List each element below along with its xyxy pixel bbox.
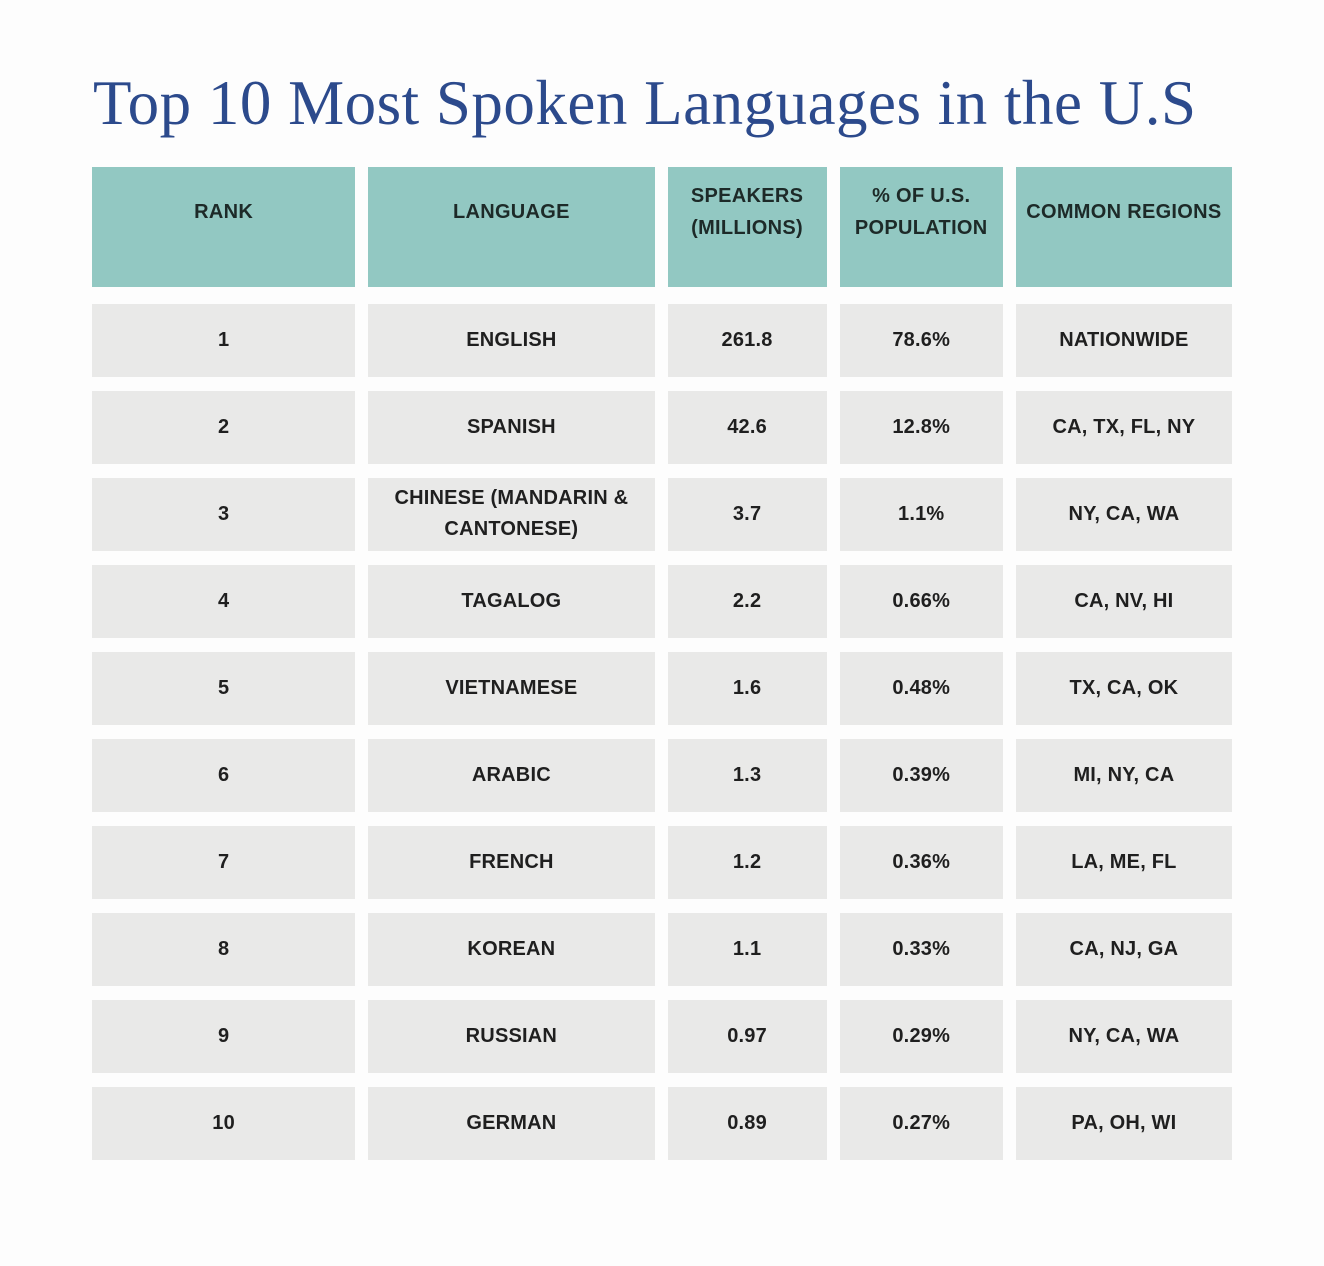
language-cell: TAGALOG — [368, 564, 655, 638]
col-header-language: LANGUAGE — [368, 166, 655, 287]
table-row: 7 FRENCH 1.2 0.36% LA, ME, FL — [92, 825, 1232, 899]
speakers-cell: 0.89 — [667, 1086, 827, 1160]
table-row: 2 SPANISH 42.6 12.8% CA, TX, FL, NY — [92, 390, 1232, 464]
language-cell: ARABIC — [368, 738, 655, 812]
rank-cell: 8 — [92, 912, 356, 986]
col-header-common-regions: COMMON REGIONS — [1015, 166, 1232, 287]
rank-cell: 9 — [92, 999, 356, 1073]
table-row: 4 TAGALOG 2.2 0.66% CA, NV, HI — [92, 564, 1232, 638]
language-cell: VIETNAMESE — [368, 651, 655, 725]
speakers-cell: 42.6 — [667, 390, 827, 464]
table-row: 9 RUSSIAN 0.97 0.29% NY, CA, WA — [92, 999, 1232, 1073]
language-cell: KOREAN — [368, 912, 655, 986]
rank-cell: 1 — [92, 303, 356, 377]
table-row: 3 CHINESE (MANDARIN & CANTONESE) 3.7 1.1… — [92, 477, 1232, 551]
language-cell: GERMAN — [368, 1086, 655, 1160]
percent-cell: 0.29% — [839, 999, 1003, 1073]
rank-cell: 6 — [92, 738, 356, 812]
percent-cell: 0.27% — [839, 1086, 1003, 1160]
regions-cell: MI, NY, CA — [1015, 738, 1232, 812]
regions-cell: TX, CA, OK — [1015, 651, 1232, 725]
table-row: 5 VIETNAMESE 1.6 0.48% TX, CA, OK — [92, 651, 1232, 725]
speakers-cell: 1.2 — [667, 825, 827, 899]
rank-cell: 2 — [92, 390, 356, 464]
percent-cell: 12.8% — [839, 390, 1003, 464]
percent-cell: 0.66% — [839, 564, 1003, 638]
col-header-rank: RANK — [92, 166, 356, 287]
rank-cell: 10 — [92, 1086, 356, 1160]
percent-cell: 0.39% — [839, 738, 1003, 812]
table-row: 6 ARABIC 1.3 0.39% MI, NY, CA — [92, 738, 1232, 812]
infographic: Top 10 Most Spoken Languages in the U.S … — [92, 68, 1232, 1160]
speakers-cell: 1.6 — [667, 651, 827, 725]
language-cell: RUSSIAN — [368, 999, 655, 1073]
percent-cell: 0.48% — [839, 651, 1003, 725]
regions-cell: NY, CA, WA — [1015, 477, 1232, 551]
language-table: RANK LANGUAGE SPEAKERS (MILLIONS) % OF U… — [92, 166, 1232, 1160]
speakers-cell: 1.3 — [667, 738, 827, 812]
language-cell: FRENCH — [368, 825, 655, 899]
speakers-cell: 3.7 — [667, 477, 827, 551]
regions-cell: CA, NJ, GA — [1015, 912, 1232, 986]
speakers-cell: 261.8 — [667, 303, 827, 377]
rank-cell: 4 — [92, 564, 356, 638]
percent-cell: 78.6% — [839, 303, 1003, 377]
table-rows: 1 ENGLISH 261.8 78.6% NATIONWIDE 2 SPANI… — [92, 303, 1232, 1160]
rank-cell: 5 — [92, 651, 356, 725]
regions-cell: LA, ME, FL — [1015, 825, 1232, 899]
speakers-cell: 0.97 — [667, 999, 827, 1073]
regions-cell: NY, CA, WA — [1015, 999, 1232, 1073]
rank-cell: 3 — [92, 477, 356, 551]
col-header-speakers: SPEAKERS (MILLIONS) — [667, 166, 827, 287]
language-cell: CHINESE (MANDARIN & CANTONESE) — [368, 477, 655, 551]
page-title: Top 10 Most Spoken Languages in the U.S — [93, 68, 1197, 138]
speakers-cell: 2.2 — [667, 564, 827, 638]
percent-cell: 0.36% — [839, 825, 1003, 899]
speakers-cell: 1.1 — [667, 912, 827, 986]
percent-cell: 1.1% — [839, 477, 1003, 551]
regions-cell: CA, NV, HI — [1015, 564, 1232, 638]
language-cell: ENGLISH — [368, 303, 655, 377]
table-header-row: RANK LANGUAGE SPEAKERS (MILLIONS) % OF U… — [92, 166, 1232, 287]
table-row: 1 ENGLISH 261.8 78.6% NATIONWIDE — [92, 303, 1232, 377]
language-cell: SPANISH — [368, 390, 655, 464]
table-row: 8 KOREAN 1.1 0.33% CA, NJ, GA — [92, 912, 1232, 986]
table-row: 10 GERMAN 0.89 0.27% PA, OH, WI — [92, 1086, 1232, 1160]
rank-cell: 7 — [92, 825, 356, 899]
percent-cell: 0.33% — [839, 912, 1003, 986]
regions-cell: PA, OH, WI — [1015, 1086, 1232, 1160]
regions-cell: CA, TX, FL, NY — [1015, 390, 1232, 464]
regions-cell: NATIONWIDE — [1015, 303, 1232, 377]
col-header-population-pct: % OF U.S. POPULATION — [839, 166, 1003, 287]
